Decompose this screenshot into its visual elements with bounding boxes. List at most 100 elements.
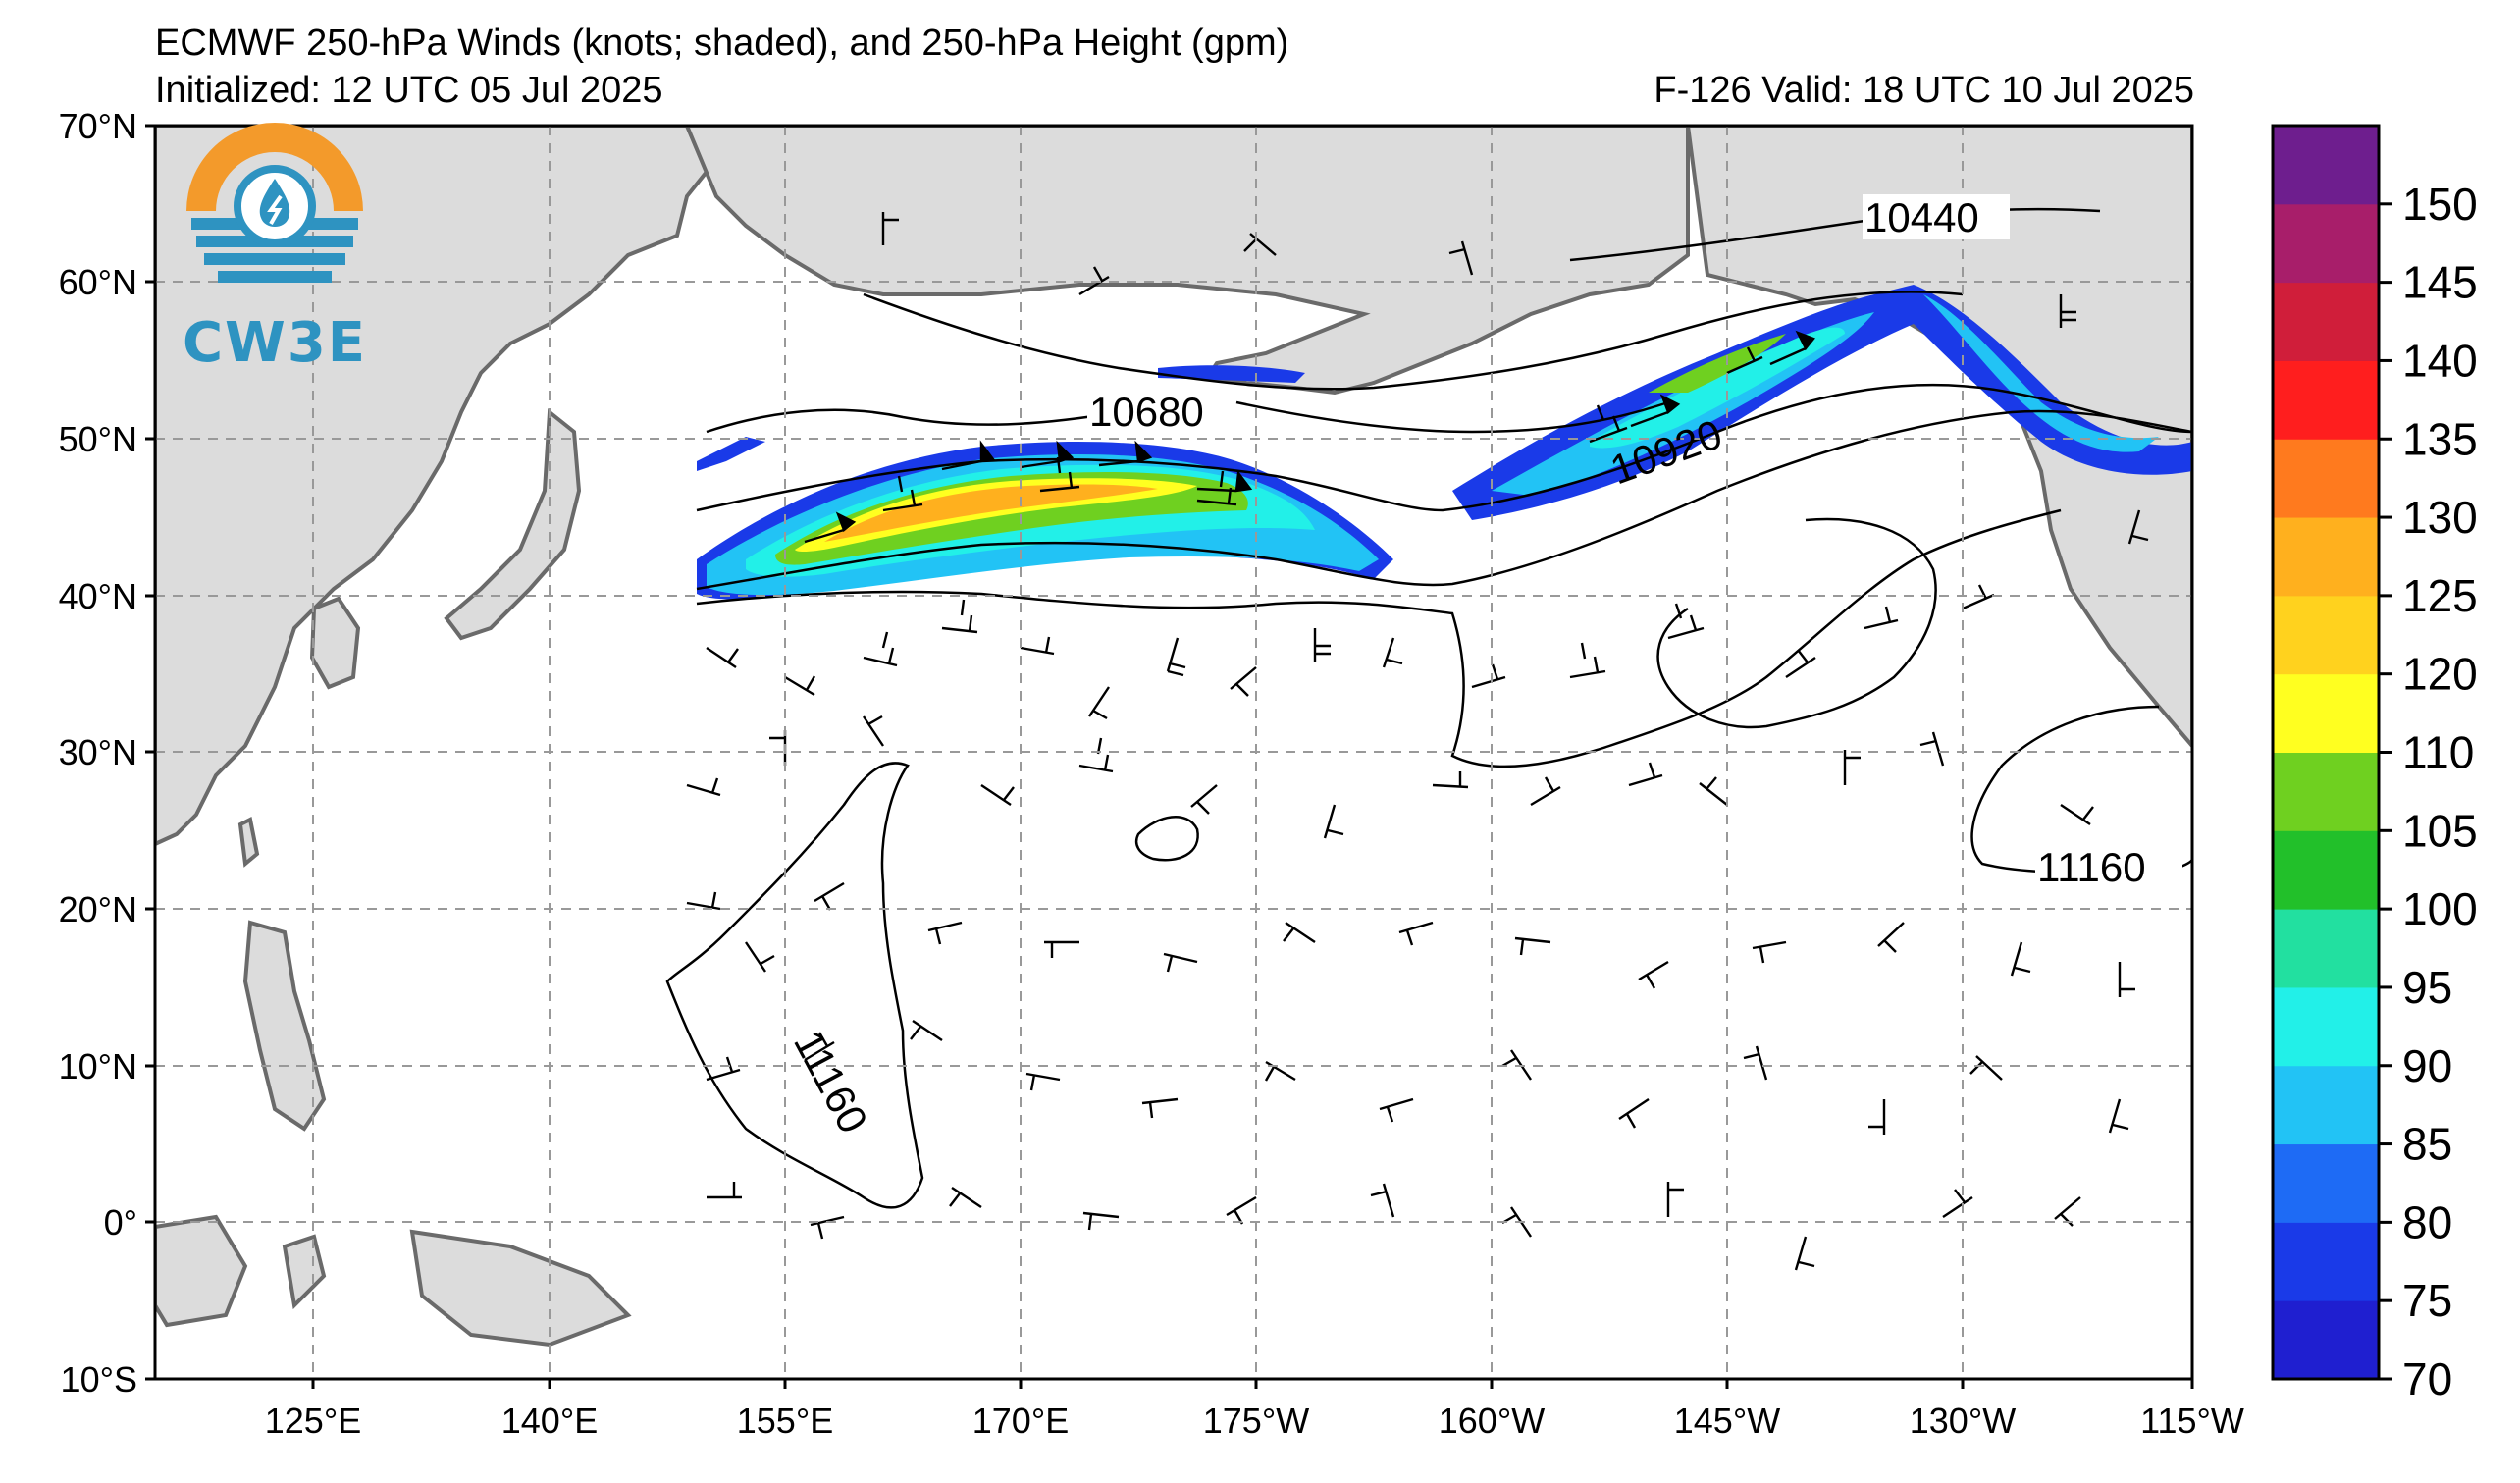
colorbar-swatch	[2273, 673, 2379, 753]
wind-barb	[1082, 1211, 1120, 1231]
wind-barb	[1794, 1236, 1815, 1271]
wind-barb	[1025, 1072, 1061, 1091]
wind-barb	[1283, 922, 1316, 943]
wind-barb	[1163, 952, 1198, 973]
jet-small-patch	[697, 437, 765, 471]
wind-barb	[1530, 776, 1561, 807]
wind-barb	[1382, 637, 1403, 668]
lon-label: 170°E	[972, 1401, 1069, 1441]
wind-barb	[1667, 603, 1705, 640]
lat-label: 40°N	[59, 576, 137, 616]
colorbar-swatch	[2273, 830, 2379, 910]
wind-barb	[2127, 509, 2149, 545]
wind-barb	[910, 1020, 943, 1041]
lon-label: 115°W	[2140, 1401, 2244, 1441]
contour-label: 11160	[785, 1023, 876, 1140]
wind-barb	[1039, 456, 1080, 493]
lat-label: 30°N	[59, 732, 137, 772]
colorbar-swatch	[2273, 203, 2379, 284]
contour-eddy	[1134, 816, 1199, 862]
colorbar-tick-label: 145	[2402, 257, 2478, 308]
colorbar-swatch	[2273, 1222, 2379, 1301]
wind-barb	[686, 777, 721, 797]
wind-barb	[1370, 1183, 1395, 1218]
colorbar-swatch	[2273, 282, 2379, 361]
colorbar-tick-label: 90	[2402, 1040, 2452, 1091]
wind-barb	[2060, 804, 2094, 825]
contour-10920	[696, 409, 2192, 591]
colorbar-tick-label: 135	[2402, 413, 2478, 464]
wind-barb	[1448, 240, 1474, 276]
contour-11040	[696, 508, 2062, 768]
lon-labels: 125°E 140°E 155°E 170°E 175°W 160°W 145°…	[265, 1401, 2244, 1441]
wind-barb	[2108, 1098, 2129, 1134]
flag-barb	[941, 440, 996, 471]
logo-sun-icon	[186, 123, 363, 211]
wind-barb	[1514, 936, 1551, 956]
colorbar-tick-label: 120	[2402, 649, 2478, 700]
colorbar-swatch	[2273, 1143, 2379, 1223]
lat-label: 50°N	[59, 419, 137, 459]
wind-barb	[2118, 962, 2135, 997]
wind-barb	[1618, 1098, 1650, 1129]
contour-110-loop	[1656, 517, 1937, 729]
colorbar-tick-label: 80	[2402, 1196, 2452, 1247]
wind-barb	[1323, 804, 1344, 839]
wind-barb	[1230, 666, 1257, 697]
wind-barb	[927, 921, 963, 945]
wind-barb	[1969, 1055, 2003, 1081]
grid-lines	[155, 126, 2192, 1379]
jet-core-west-120	[824, 484, 1158, 542]
colorbar-swatch	[2273, 126, 2379, 205]
wind-barb	[1243, 233, 1277, 256]
logo-text: CW3E	[183, 311, 367, 375]
wind-barb	[2054, 1196, 2081, 1227]
taiwan-island	[237, 817, 260, 868]
wind-barb	[745, 941, 775, 973]
wind-barb	[769, 730, 787, 766]
colorbar: 70 75 80 85 90 95 100 105 110 120 125 130 135 140 145 1…	[2271, 124, 2478, 1404]
lon-label: 145°W	[1674, 1401, 1780, 1441]
lon-label: 125°E	[265, 1401, 361, 1441]
wind-barb	[1843, 750, 1861, 785]
wind-barb	[1868, 1099, 1886, 1135]
wind-barb	[1190, 784, 1218, 815]
cw3e-logo: CW3E	[183, 123, 367, 375]
contour-label: 10680	[1089, 389, 1204, 435]
wind-barb	[1141, 1097, 1179, 1119]
wind-barb	[1226, 1195, 1257, 1225]
wind-barb	[1432, 771, 1469, 789]
korea-peninsula	[309, 596, 361, 690]
sulawesi-island	[282, 1234, 327, 1310]
colorbar-swatch	[2273, 517, 2379, 597]
wind-barb	[1666, 1182, 1684, 1217]
wind-barb	[1962, 584, 1995, 610]
axis-ticks	[145, 124, 2194, 1389]
init-time: Initialized: 12 UTC 05 Jul 2025	[155, 70, 663, 111]
contour-10680-b	[1235, 400, 1669, 434]
wind-barb	[1379, 1097, 1414, 1123]
wind-barb	[1785, 649, 1816, 678]
lat-label: 10°S	[61, 1359, 137, 1400]
flag-barb	[1098, 440, 1153, 467]
alaska-landmass	[684, 126, 1690, 396]
contour-label: 11160	[2037, 844, 2146, 890]
colorbar-tick-label: 95	[2402, 962, 2452, 1013]
flag-barbs	[804, 330, 1815, 544]
colorbar-tick-label: 125	[2402, 570, 2478, 621]
lat-label: 10°N	[59, 1046, 137, 1086]
wind-barb	[2010, 941, 2031, 977]
colorbar-tick-label: 70	[2402, 1353, 2452, 1404]
wind-barb	[810, 1215, 845, 1240]
flag-barb	[1630, 394, 1681, 428]
colorbar-tick-label: 105	[2402, 805, 2478, 856]
wind-barb	[1020, 636, 1055, 656]
flag-barb	[1769, 330, 1815, 366]
contour-11160-west	[665, 762, 924, 1209]
wind-barb	[1919, 731, 1945, 767]
flag-barb	[804, 511, 857, 544]
colorbar-tick-label: 140	[2402, 335, 2478, 386]
wind-barb	[1088, 686, 1110, 720]
contour-10560	[863, 291, 1964, 391]
